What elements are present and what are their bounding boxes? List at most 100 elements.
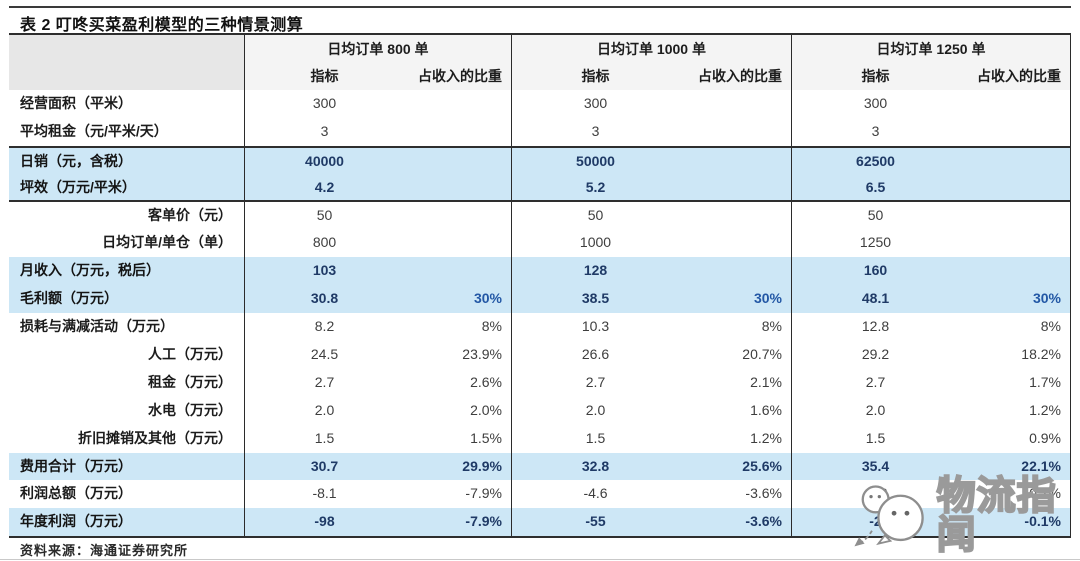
metric-value: 62500 [791, 147, 959, 174]
row-label: 折旧摊销及其他（万元） [78, 429, 232, 446]
pct-of-revenue: 20.7% [742, 346, 782, 363]
metric-value: 2.7 [511, 368, 679, 397]
sub-header-pct-share: 占收入的比重 [959, 63, 1071, 90]
pct-of-revenue: -0.1% [959, 480, 1071, 509]
profit-model-table: 日均订单 800 单 日均订单 1000 单 日均订单 1250 单 指标 占收… [9, 33, 1071, 539]
table-row: 水电（万元） 2.0 2.0% 2.0 1.6% 2.0 1.2% [9, 396, 1071, 425]
pct-of-revenue: 1.2% [959, 396, 1071, 425]
sub-header-metric: 指标 [791, 63, 959, 90]
pct-of-revenue [959, 147, 1071, 174]
metric-value: 1250 [791, 229, 959, 258]
metric-value: -4.6 [511, 480, 679, 509]
metric-value: -8.1 [244, 480, 404, 509]
metric-value: 50000 [511, 147, 679, 174]
pct-of-revenue [959, 201, 1071, 230]
sub-header-metric: 指标 [511, 63, 679, 90]
pct-of-revenue [679, 90, 791, 118]
metric-value: 3 [791, 117, 959, 146]
metric-value: 12.8 [791, 313, 959, 342]
metric-value: 32.8 [511, 452, 679, 481]
pct-of-revenue [404, 257, 511, 285]
sub-header-pct-share: 占收入的比重 [418, 68, 502, 84]
metric-value: 40000 [244, 147, 404, 174]
sub-header-pct-share: 占收入的比重 [698, 68, 782, 84]
metric-value: 50 [511, 201, 679, 230]
watermark-text: 物流指闻 [936, 475, 1057, 557]
table-body: 经营面积（平米） 300 300 300 平均租金（元/平米/天） 3 3 3 日销（元，含税）… [9, 90, 1071, 537]
row-label: 经营面积（平米） [20, 95, 132, 111]
pct-of-revenue: 1.6% [750, 401, 782, 418]
pct-of-revenue: 8% [959, 313, 1071, 342]
metric-value: 4.2 [244, 173, 404, 200]
row-label: 日销（元，含税） [20, 152, 132, 169]
pct-of-revenue: 25.6% [742, 457, 782, 474]
watermark: 物流指闻 [848, 475, 1080, 557]
pct-of-revenue [679, 174, 791, 200]
scenario-header-row: 日均订单 800 单 日均订单 1000 单 日均订单 1250 单 [9, 35, 1071, 63]
top-rule [9, 6, 1071, 8]
metric-value: 50 [791, 201, 959, 230]
row-label: 租金（万元） [148, 373, 232, 390]
pct-of-revenue [404, 202, 511, 230]
pct-of-revenue [959, 173, 1071, 200]
row-label: 毛利额（万元） [20, 290, 118, 307]
pct-of-revenue: 2.6% [470, 373, 502, 390]
pct-of-revenue: -7.9% [465, 513, 502, 530]
scenario-header-800: 日均订单 800 单 [244, 35, 511, 63]
pct-of-revenue [959, 229, 1071, 258]
pct-of-revenue: 1.2% [750, 429, 782, 446]
metric-value: 160 [791, 257, 959, 286]
pct-of-revenue: 30% [473, 290, 502, 307]
table-row: 费用合计（万元） 30.7 29.9% 32.8 25.6% 35.4 22.1% [9, 452, 1071, 481]
pct-of-revenue [959, 117, 1071, 146]
table-row: 坪效（万元/平米） 4.2 5.2 6.5 [9, 173, 1071, 202]
pct-of-revenue [404, 118, 511, 146]
pct-of-revenue: 22.1% [959, 452, 1071, 481]
pct-of-revenue [679, 148, 791, 174]
pct-of-revenue: -3.6% [745, 513, 782, 530]
metric-value: 24.5 [244, 341, 404, 369]
row-label: 坪效（万元/平米） [20, 178, 136, 195]
table-row: 日均订单/单仓（单） 800 1000 1250 [9, 229, 1071, 258]
pct-of-revenue [404, 174, 511, 200]
metric-value: 35.4 [791, 452, 959, 481]
pct-of-revenue: 23.9% [462, 346, 502, 363]
sub-header-metric: 指标 [244, 63, 404, 90]
metric-value: 38.5 [511, 285, 679, 314]
metric-value: 103 [244, 257, 404, 286]
metric-value: -98 [244, 508, 404, 537]
row-label: 费用合计（万元） [20, 457, 132, 474]
pct-of-revenue: 0.9% [959, 424, 1071, 453]
pct-of-revenue [404, 229, 511, 257]
pct-of-revenue: 30% [753, 290, 782, 307]
pct-of-revenue: 1.5% [470, 429, 502, 446]
sub-header-row: 指标 占收入的比重 指标 占收入的比重 指标 占收入的比重 [9, 63, 1071, 90]
metric-value: 29.2 [791, 341, 959, 369]
metric-value: 2.7 [791, 368, 959, 397]
pct-of-revenue [404, 148, 511, 174]
metric-value: 3 [244, 117, 404, 146]
table-row: 人工（万元） 24.5 23.9% 26.6 20.7% 29.2 18.2% [9, 341, 1071, 369]
metric-value: 128 [511, 257, 679, 286]
metric-value: 30.7 [244, 452, 404, 481]
pct-of-revenue [959, 90, 1071, 118]
pct-of-revenue: 18.2% [959, 341, 1071, 369]
metric-value: 6.5 [791, 173, 959, 200]
metric-value: 1000 [511, 229, 679, 258]
metric-value: 1.5 [791, 424, 959, 453]
table-row: 客单价（元） 50 50 50 [9, 201, 1071, 230]
metric-value: 2.0 [244, 396, 404, 425]
table-title: 表 2 叮咚买菜盈利模型的三种情景测算 [20, 17, 304, 34]
metric-value: 30.8 [244, 285, 404, 314]
metric-value: 48.1 [791, 285, 959, 314]
metric-value: 8.2 [244, 313, 404, 342]
table-row: 毛利额（万元） 30.8 30% 38.5 30% 48.1 30% [9, 285, 1071, 314]
header-empty-cell [9, 35, 244, 63]
page-bottom-rule [0, 559, 1080, 560]
row-label: 年度利润（万元） [20, 513, 132, 530]
metric-value: 5.2 [511, 173, 679, 200]
pct-of-revenue: 8% [761, 318, 782, 335]
speech-bubbles-logo [854, 485, 924, 547]
row-label: 客单价（元） [148, 206, 232, 223]
metric-value: 2.7 [244, 368, 404, 397]
